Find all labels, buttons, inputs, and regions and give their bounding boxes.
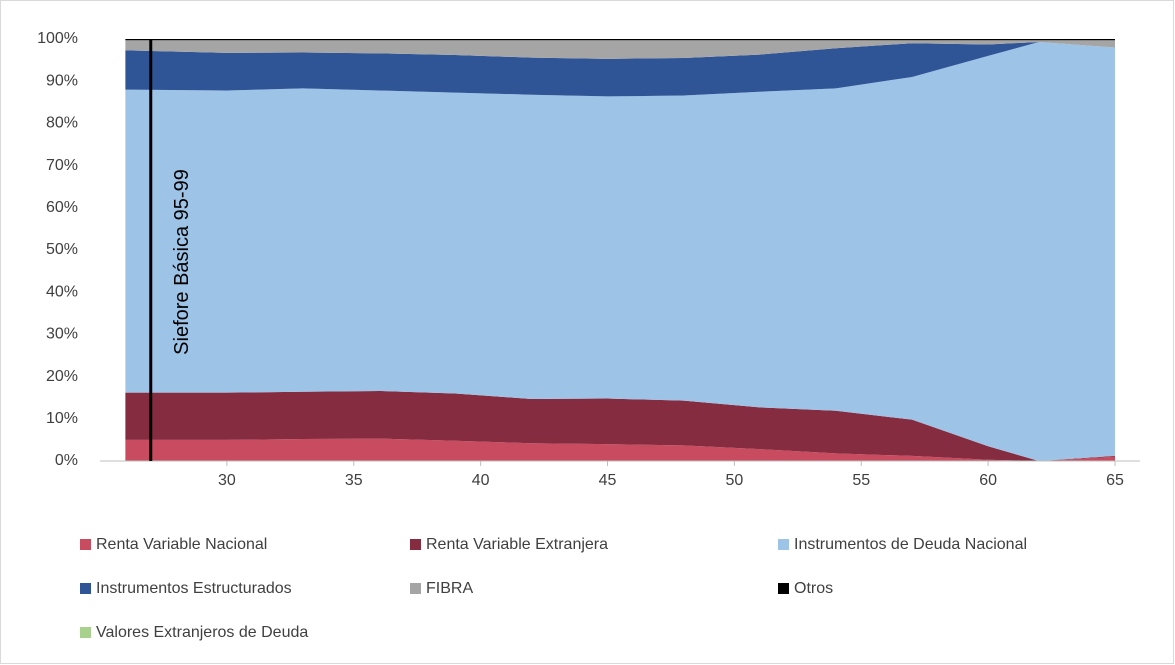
y-tick-label: 90% [46,72,78,89]
y-tick-label: 10% [46,410,78,427]
legend-swatch [80,583,91,594]
y-tick-label: 20% [46,368,78,385]
y-tick-label: 100% [37,30,78,47]
legend-swatch [410,539,421,550]
x-tick-label: 35 [345,472,363,489]
x-tick-label: 50 [725,472,743,489]
area [125,40,1115,59]
x-tick-label: 30 [218,472,236,489]
legend-label: Renta Variable Nacional [96,536,267,553]
annotation-text: Siefore Básica 95-99 [171,169,193,355]
legend-swatch [778,539,789,550]
y-tick-label: 30% [46,326,78,343]
area [125,390,1115,461]
legend-label: FIBRA [426,580,473,597]
x-tick-label: 55 [852,472,870,489]
y-tick-label: 60% [46,199,78,216]
area [125,438,1115,461]
y-tick-label: 40% [46,283,78,300]
area [125,41,1115,97]
legend-swatch [778,583,789,594]
legend-swatch [410,583,421,594]
legend-swatch [80,627,91,638]
y-tick-label: 80% [46,115,78,132]
x-tick-label: 40 [472,472,490,489]
x-tick-label: 60 [979,472,997,489]
legend-label: Instrumentos de Deuda Nacional [794,536,1027,553]
y-tick-label: 0% [55,452,78,469]
y-tick-label: 70% [46,157,78,174]
legend-label: Otros [794,580,833,597]
x-tick-label: 65 [1106,472,1124,489]
legend-label: Valores Extranjeros de Deuda [96,624,308,641]
legend-label: Renta Variable Extranjera [426,536,608,553]
legend-swatch [80,539,91,550]
y-tick-label: 50% [46,241,78,258]
area [125,41,1115,461]
x-tick-label: 45 [599,472,617,489]
area [125,39,1115,41]
legend-label: Instrumentos Estructurados [96,580,292,597]
